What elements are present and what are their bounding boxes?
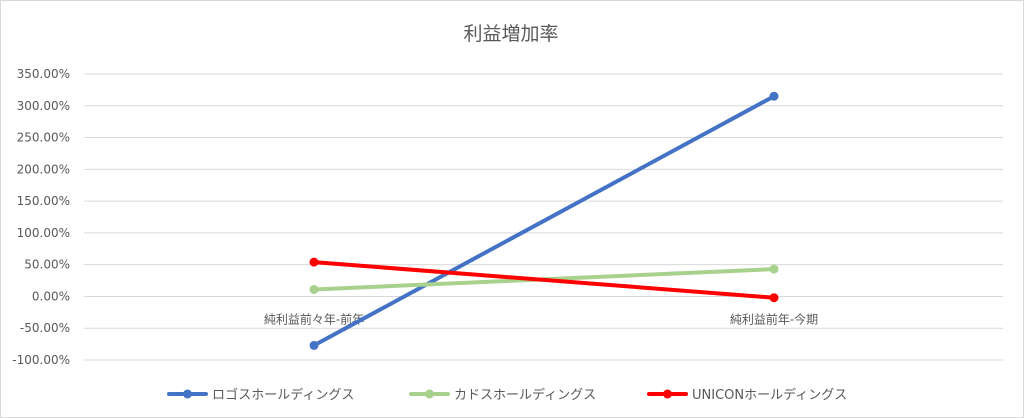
grid-lines: [84, 73, 1003, 361]
series-group: [309, 91, 779, 350]
y-tick-label: 0.00%: [32, 289, 70, 303]
legend-item: UNICONホールディングス: [647, 387, 847, 403]
legend-item: カドスホールディングス: [409, 387, 596, 403]
series-lines: [309, 91, 779, 350]
legend: ロゴスホールディングス カドスホールディングス UNICONホールディングス: [167, 387, 847, 403]
legend-marker-icon: [425, 389, 434, 399]
y-tick-label: 250.00%: [17, 131, 70, 145]
legend-item: ロゴスホールディングス: [167, 387, 354, 403]
legend-marker-icon: [663, 389, 672, 399]
y-tick-label: 350.00%: [17, 67, 70, 81]
x-category-label: 純利益前年-今期: [730, 311, 818, 326]
series-line: [312, 260, 776, 300]
y-tick-label: 300.00%: [17, 99, 70, 113]
chart-title: 利益増加率: [463, 23, 558, 45]
y-tick-label: 150.00%: [17, 194, 70, 208]
legend-marker-icon: [183, 389, 192, 399]
data-point: [769, 264, 779, 274]
x-axis-categories: 純利益前々年-前年 純利益前年-今期: [264, 311, 818, 326]
data-point: [309, 340, 319, 350]
data-point: [769, 293, 779, 303]
series-line: [312, 94, 776, 348]
legend-label: UNICONホールディングス: [692, 387, 847, 403]
y-tick-label: -100.00%: [12, 353, 70, 367]
data-point: [309, 284, 319, 294]
x-category-label: 純利益前々年-前年: [264, 311, 364, 326]
y-tick-label: 200.00%: [17, 162, 70, 176]
legend-label: ロゴスホールディングス: [212, 387, 354, 403]
y-axis-ticks: 350.00% 300.00% 250.00% 200.00% 150.00% 100.0…: [12, 67, 70, 367]
data-point: [309, 257, 319, 267]
y-tick-label: -50.00%: [20, 321, 70, 335]
data-point: [769, 91, 779, 101]
y-tick-label: 100.00%: [17, 226, 70, 240]
legend-label: カドスホールディングス: [454, 387, 596, 403]
series-group: [309, 257, 779, 303]
y-tick-label: 50.00%: [24, 258, 70, 272]
